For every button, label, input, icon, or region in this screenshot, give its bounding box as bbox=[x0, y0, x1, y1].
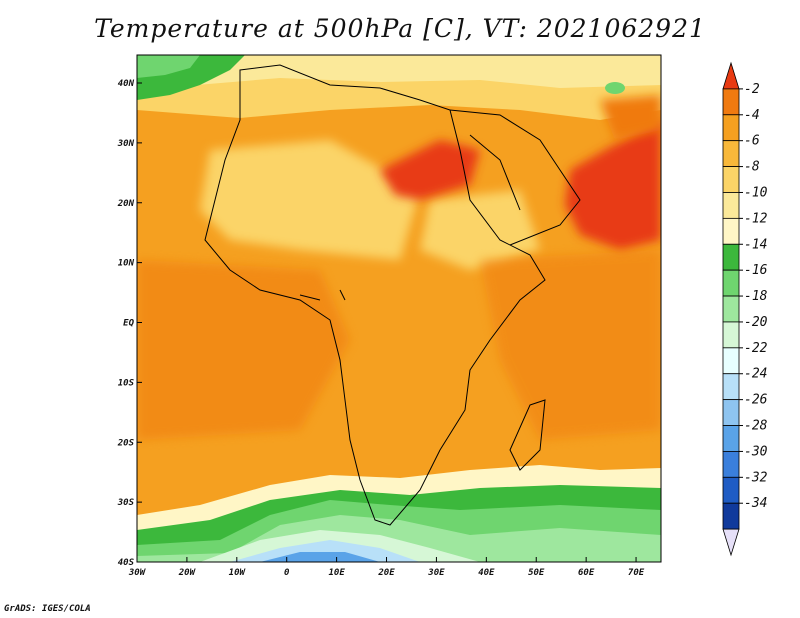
colorbar-segment bbox=[722, 321, 740, 349]
credit-text: GrADS: IGES/COLA bbox=[4, 604, 91, 614]
colorbar-label: -2 bbox=[744, 82, 760, 97]
colorbar-label: -32 bbox=[744, 470, 768, 485]
colorbar-segment bbox=[722, 217, 740, 245]
y-tick-label: EQ bbox=[123, 319, 134, 329]
temperature-field bbox=[137, 55, 661, 562]
colorbar-label: -34 bbox=[744, 496, 767, 511]
x-tick-label: 10E bbox=[328, 568, 345, 578]
y-tick-label: 10S bbox=[118, 378, 135, 388]
x-axis: 30W 20W 10W 0 10E 20E 30E 40E 50E 60E 70E bbox=[128, 557, 645, 578]
colorbar-label: -22 bbox=[744, 341, 768, 356]
colorbar-segment bbox=[722, 502, 740, 530]
colorbar-label: -16 bbox=[744, 263, 768, 278]
colorbar-segment bbox=[722, 166, 740, 193]
x-tick-label: 30E bbox=[427, 568, 445, 578]
colorbar-label: -14 bbox=[744, 237, 767, 252]
colorbar-label: -8 bbox=[744, 160, 760, 175]
colorbar-label: -24 bbox=[744, 367, 767, 382]
x-tick-label: 30W bbox=[128, 568, 147, 578]
colorbar-segment bbox=[722, 399, 740, 426]
colorbar-arrow-bottom bbox=[722, 528, 740, 557]
x-tick-label: 20E bbox=[377, 568, 395, 578]
y-tick-label: 20S bbox=[117, 438, 135, 448]
colorbar-segment bbox=[722, 373, 740, 401]
plot-frame bbox=[136, 54, 662, 563]
x-tick-label: 0 bbox=[284, 568, 290, 578]
y-tick-label: 20N bbox=[117, 199, 135, 209]
x-tick-label: 50E bbox=[528, 568, 545, 578]
colorbar-segment bbox=[722, 425, 740, 452]
colorbar-label: -10 bbox=[744, 185, 768, 200]
y-tick-label: 40S bbox=[118, 558, 135, 568]
colorbar-label: -28 bbox=[744, 419, 768, 434]
colorbar-segment bbox=[722, 451, 740, 478]
colorbar-segment bbox=[722, 88, 740, 116]
colorbar-segment bbox=[722, 114, 740, 142]
x-tick-label: 40E bbox=[478, 568, 495, 578]
colorbar-label: -12 bbox=[744, 211, 768, 226]
colorbar-label: -30 bbox=[744, 444, 768, 459]
colorbar-segment bbox=[722, 192, 740, 219]
colorbar-segment bbox=[722, 347, 740, 375]
x-tick-label: 70E bbox=[628, 568, 645, 578]
x-tick-label: 20W bbox=[178, 568, 197, 578]
y-axis: 40N 30N 20N 10N EQ 10S 20S 30S 40S bbox=[117, 79, 142, 568]
x-tick-label: 60E bbox=[578, 568, 595, 578]
y-tick-label: 10N bbox=[118, 259, 135, 269]
colorbar-label: -6 bbox=[744, 134, 760, 149]
colorbar-arrow-top bbox=[722, 61, 740, 90]
colorbar-label: -4 bbox=[744, 108, 760, 123]
y-tick-label: 30S bbox=[117, 498, 135, 508]
coastlines bbox=[204, 64, 581, 526]
y-tick-label: 40N bbox=[118, 79, 135, 89]
colorbar-label: -26 bbox=[744, 393, 768, 408]
colorbar-segment bbox=[722, 243, 740, 271]
colorbar-segment bbox=[722, 476, 740, 504]
colorbar-segment bbox=[722, 295, 740, 323]
colorbar-segment bbox=[722, 269, 740, 297]
colorbar: -2 -4 -6 -8 -10 -12 -14 -16 -18 -20 -22 -24 -26 -28 -3… bbox=[722, 61, 768, 557]
y-tick-label: 30N bbox=[117, 139, 135, 149]
colorbar-label: -18 bbox=[744, 289, 768, 304]
colorbar-segment bbox=[722, 140, 740, 167]
map-title: Temperature at 500hPa [C], VT: 202106292… bbox=[94, 14, 706, 43]
x-tick-label: 10W bbox=[229, 568, 247, 578]
colorbar-label: -20 bbox=[744, 315, 768, 330]
